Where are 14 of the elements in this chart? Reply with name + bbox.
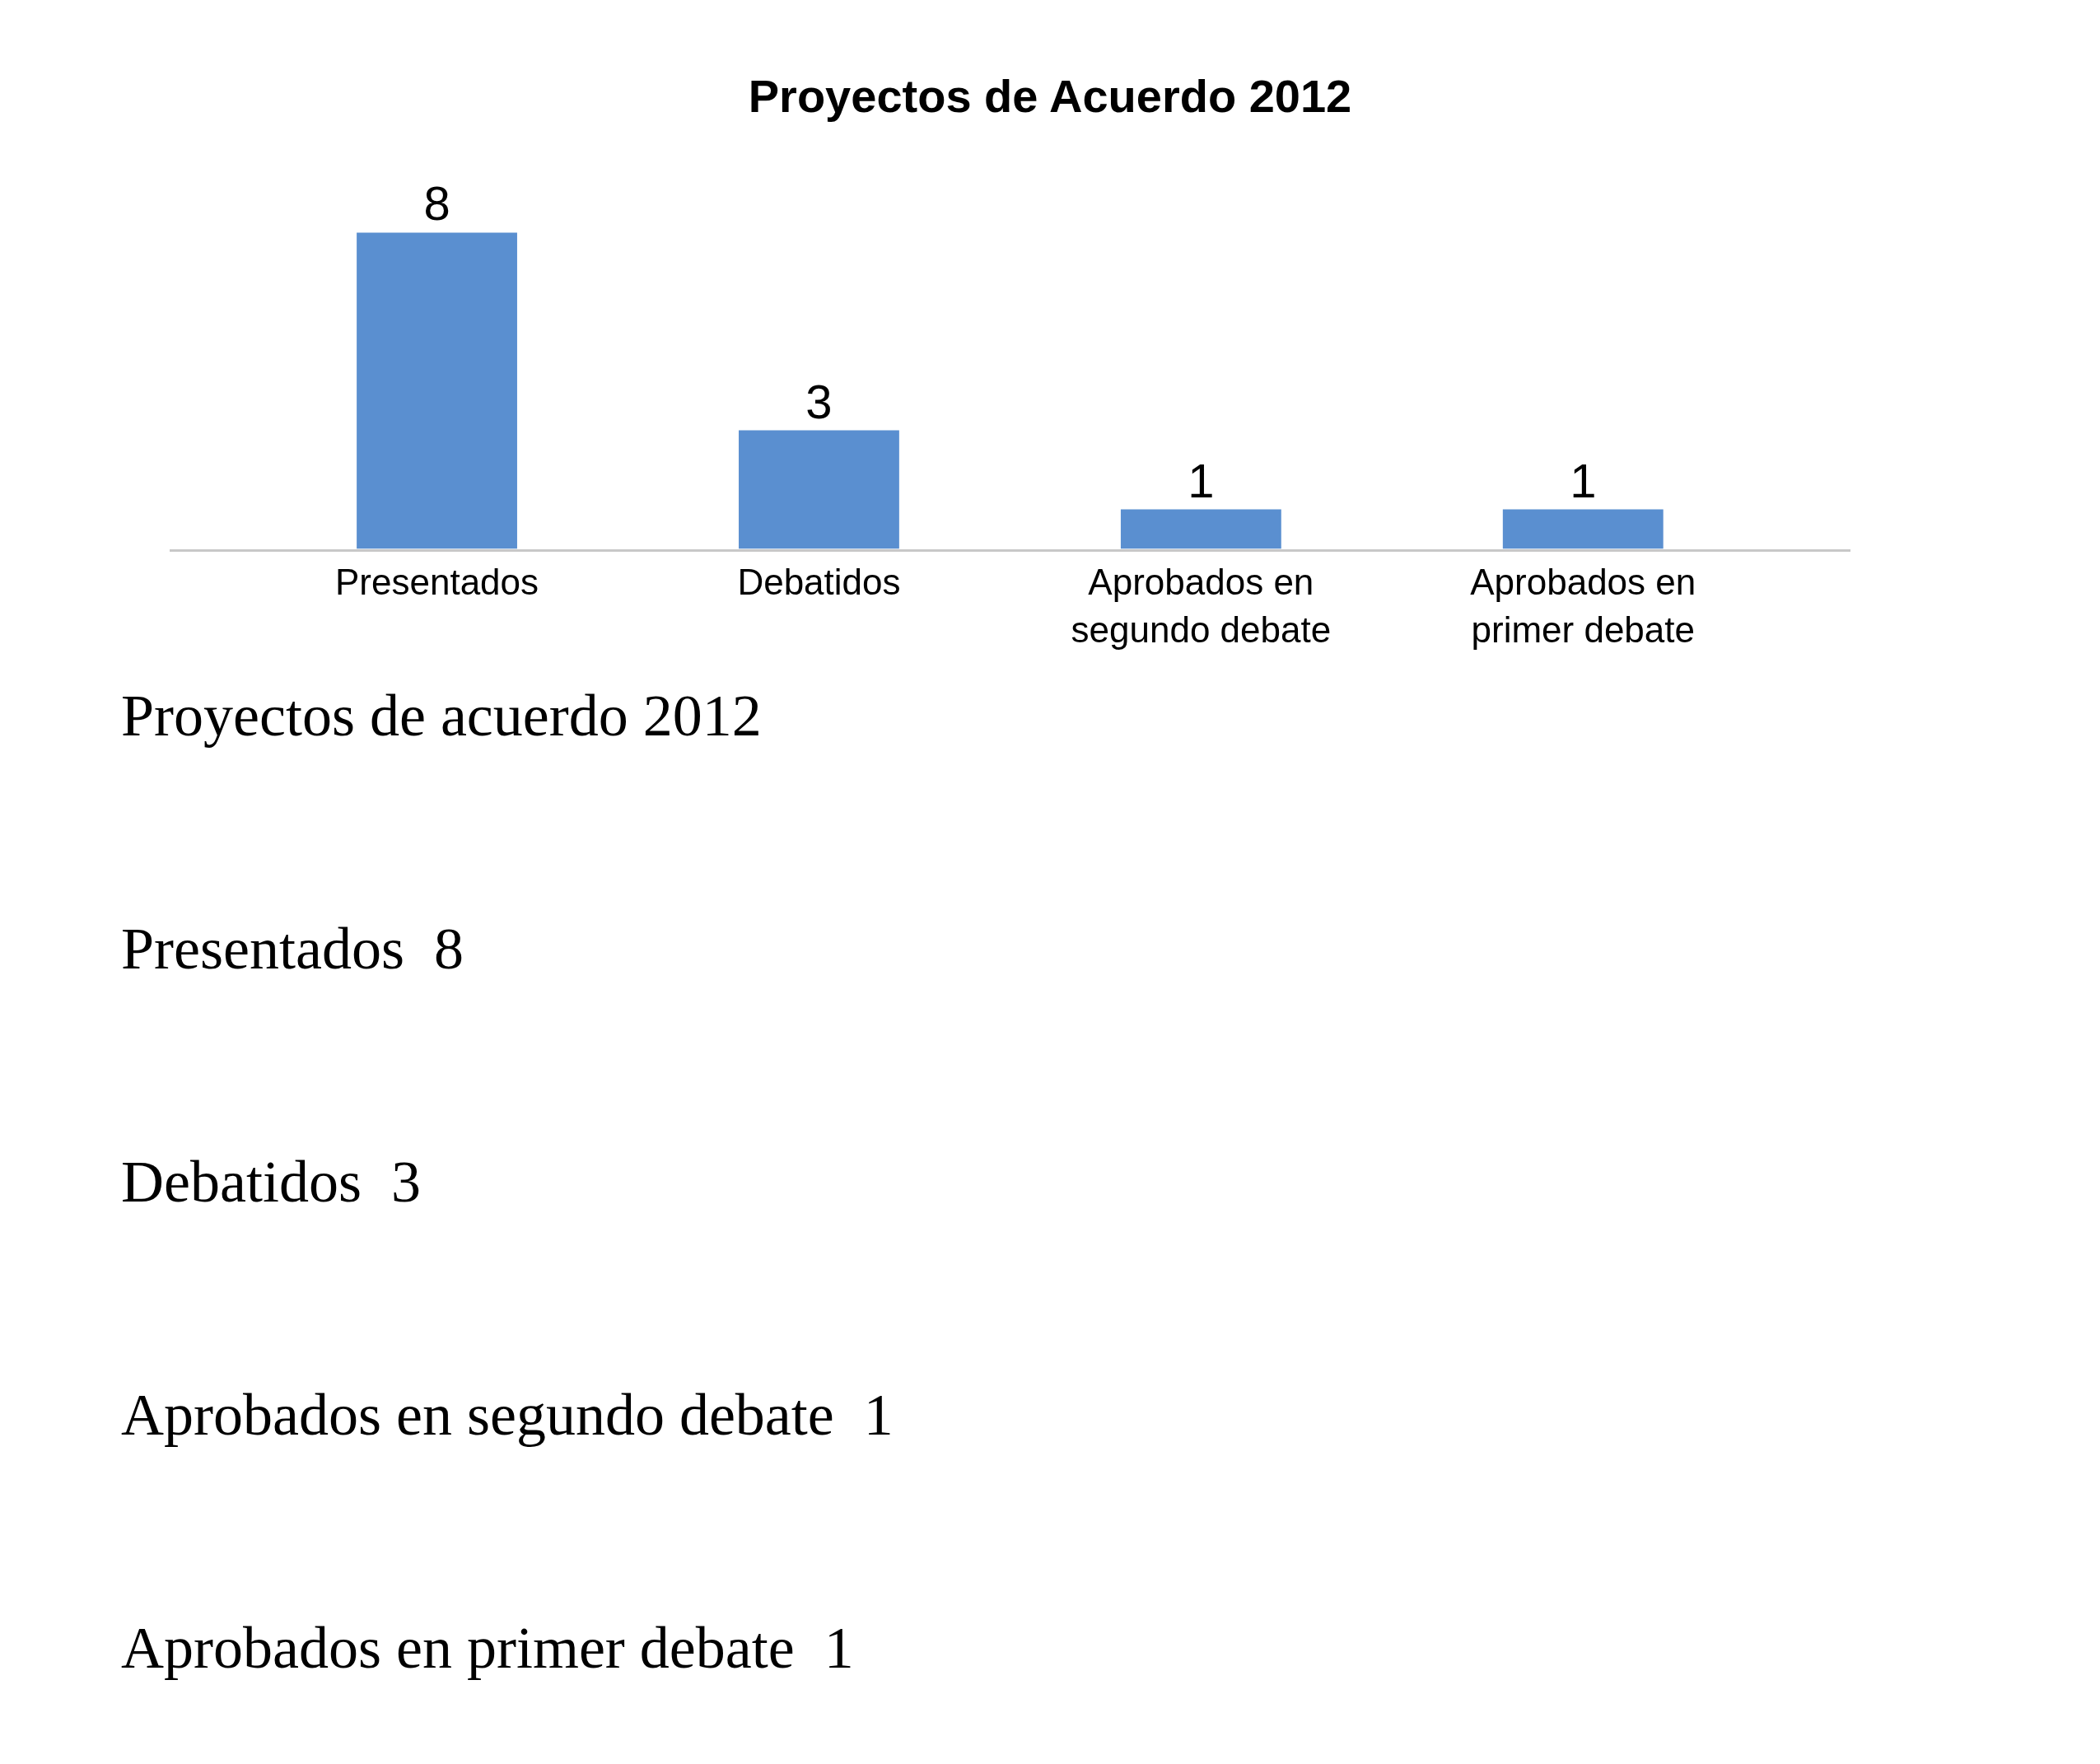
data-label: 1 xyxy=(1570,453,1597,507)
data-label: 1 xyxy=(1188,453,1215,507)
text: Aprobados en primer debate 1 xyxy=(121,1615,854,1681)
text: Aprobados en segundo debate 1 xyxy=(121,1382,894,1448)
x-tick-label: Presentados xyxy=(335,562,539,603)
chart-title: Proyectos de Acuerdo 2012 xyxy=(748,69,1352,122)
x-tick-label: Debatidos xyxy=(737,562,901,603)
x-tick-label: Aprobados en segundo debate xyxy=(1071,562,1332,650)
data-label: 3 xyxy=(805,374,833,428)
text: Presentados 8 xyxy=(121,916,464,982)
text: Proyectos de acuerdo 2012 xyxy=(121,683,762,749)
text: Debatidos 3 xyxy=(121,1149,421,1215)
data-label: 8 xyxy=(423,176,450,231)
x-tick-label: Aprobados en primer debate xyxy=(1470,562,1696,650)
